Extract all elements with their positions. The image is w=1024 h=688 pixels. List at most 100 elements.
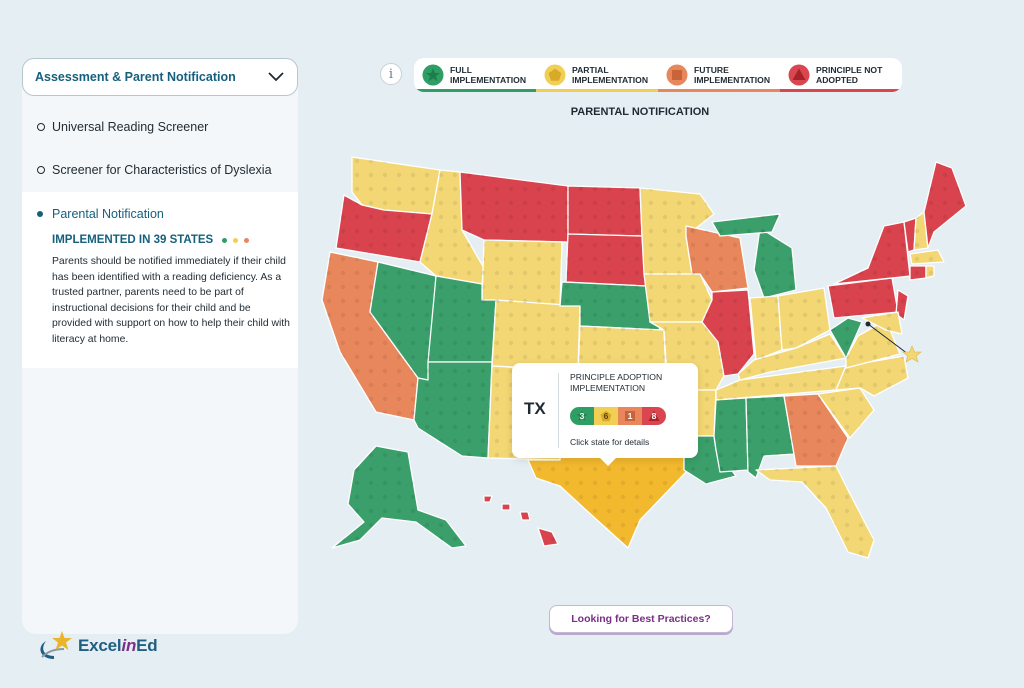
option-label: Screener for Characteristics of Dyslexia (52, 163, 272, 177)
square-icon (666, 64, 688, 86)
state-texture (756, 466, 874, 558)
legend-label: PARTIAL IMPLEMENTATION (572, 65, 649, 85)
state-texture (846, 320, 900, 368)
tooltip-click-hint: Click state for details (570, 437, 650, 447)
legend-bar (414, 89, 536, 92)
legend-future-implementation[interactable]: FUTURE IMPLEMENTATION (658, 58, 780, 92)
option-parental-notification[interactable]: Parental Notification (37, 207, 164, 221)
badge-future: 1 (618, 407, 642, 425)
state-texture (560, 282, 660, 330)
radio-icon (37, 166, 45, 174)
state-texture (738, 334, 846, 380)
state-texture (714, 398, 748, 472)
state-texture (828, 278, 898, 318)
state-texture (420, 170, 484, 284)
radio-icon (37, 123, 45, 131)
state-tooltip: TX PRINCIPLE ADOPTION IMPLEMENTATION 3 6… (512, 363, 698, 466)
state-texture (926, 266, 934, 278)
description: Parents should be notified immediately i… (52, 256, 290, 345)
legend-label: FULL IMPLEMENTATION (450, 65, 527, 85)
state-texture (836, 356, 908, 396)
state-texture (818, 388, 874, 438)
option-universal-reading-screener[interactable]: Universal Reading Screener (22, 120, 298, 134)
yellow-dot-icon (233, 237, 239, 243)
state-texture (702, 290, 754, 376)
state-texture (520, 512, 530, 520)
info-button[interactable]: i (380, 63, 402, 85)
dc-leader-line (867, 323, 909, 355)
dc-dot (865, 321, 871, 327)
tooltip-divider (558, 373, 559, 448)
excelined-logo[interactable]: ExcelinEd (34, 628, 194, 664)
logo-text: ExcelinEd (78, 636, 158, 655)
green-dot-icon (222, 237, 228, 243)
implementation-count: IMPLEMENTED IN 39 STATES (52, 234, 250, 246)
legend-bar (658, 89, 780, 92)
triangle-icon (648, 410, 660, 421)
state-texture (746, 396, 794, 478)
state-texture (784, 394, 848, 466)
orange-dot-icon (244, 237, 250, 243)
badge-partial: 6 (594, 407, 618, 425)
map-title: PARENTAL NOTIFICATION (570, 106, 710, 118)
legend-full-implementation[interactable]: FULL IMPLEMENTATION (414, 58, 536, 92)
state-texture (492, 300, 580, 370)
logo-star-icon (40, 631, 72, 659)
legend-principle-not-adopted[interactable]: PRINCIPLE NOT ADOPTED (780, 58, 902, 92)
implementation-count-text: IMPLEMENTED IN 39 STATES (52, 234, 214, 246)
state-texture (568, 186, 642, 236)
state-texture (332, 446, 466, 548)
active-option-details: Parental Notification IMPLEMENTED IN 39 … (22, 192, 298, 368)
tooltip-badges: 3 6 1 8 (570, 407, 666, 425)
state-texture (502, 504, 510, 510)
state-texture (686, 226, 748, 292)
option-label: Parental Notification (52, 207, 164, 221)
dropdown-label: Assessment & Parent Notification (35, 70, 236, 84)
state-texture (924, 162, 966, 248)
state-texture (566, 234, 646, 286)
option-dyslexia-screener[interactable]: Screener for Characteristics of Dyslexia (22, 163, 298, 177)
state-texture (482, 240, 562, 306)
state-texture (484, 496, 492, 502)
state-texture (834, 222, 910, 284)
state-texture (370, 262, 436, 380)
policy-panel: Assessment & Parent Notification Univers… (22, 58, 298, 634)
state-texture (414, 362, 492, 458)
category-dropdown[interactable]: Assessment & Parent Notification (22, 58, 298, 96)
star-icon (422, 64, 444, 86)
state-texture (862, 312, 902, 334)
pentagon-icon (600, 410, 612, 422)
legend-label: PRINCIPLE NOT ADOPTED (816, 65, 883, 85)
state-texture (428, 276, 496, 362)
state-texture (910, 250, 944, 264)
state-texture (754, 228, 796, 298)
tooltip-arrow (600, 458, 616, 466)
triangle-icon (788, 64, 810, 86)
chevron-down-icon (268, 72, 284, 82)
state-texture (750, 296, 782, 360)
state-texture (460, 172, 568, 242)
state-texture (910, 266, 926, 280)
option-label: Universal Reading Screener (52, 120, 209, 134)
state-texture (640, 188, 714, 274)
legend-partial-implementation[interactable]: PARTIAL IMPLEMENTATION (536, 58, 658, 92)
state-texture (914, 212, 928, 250)
legend: FULL IMPLEMENTATION PARTIAL IMPLEMENTATI… (414, 58, 902, 92)
state-texture (778, 288, 830, 350)
state-texture (712, 214, 780, 236)
selected-dot-icon (37, 211, 43, 217)
tooltip-heading: PRINCIPLE ADOPTION IMPLEMENTATION (570, 372, 663, 393)
badge-full: 3 (570, 407, 594, 425)
state-texture (644, 274, 712, 322)
state-dc-star-icon[interactable] (902, 345, 922, 363)
square-icon (625, 411, 635, 421)
state-texture (896, 290, 908, 320)
state-texture (322, 252, 418, 420)
legend-bar (536, 89, 658, 92)
best-practices-button[interactable]: Looking for Best Practices? (549, 605, 733, 633)
state-texture (716, 366, 846, 400)
badge-not-adopted: 8 (642, 407, 666, 425)
state-texture (538, 528, 558, 546)
state-texture (830, 318, 862, 358)
